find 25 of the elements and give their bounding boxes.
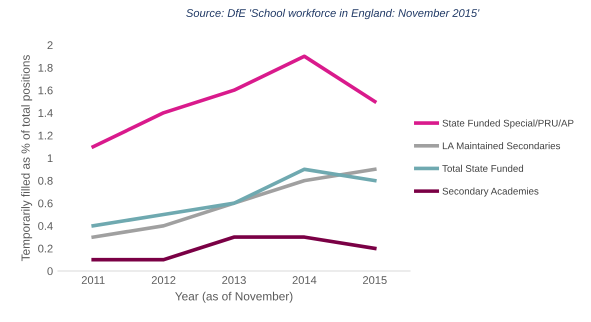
- x-tick-label: 2015: [363, 276, 387, 284]
- x-tick-label: 2011: [82, 276, 105, 284]
- line-series: [91, 54, 377, 149]
- legend-label: Secondary Academies: [442, 187, 538, 197]
- y-tick-label: 1.8: [38, 64, 53, 72]
- y-tick-label: 0: [47, 267, 53, 276]
- legend-label: State Funded Special/PRU/AP: [442, 119, 574, 129]
- y-tick-label: 2: [48, 41, 53, 50]
- chart-title: Source: DfE 'School workforce in England: November 2015': [186, 8, 480, 20]
- y-tick-label: 1.4: [38, 109, 53, 117]
- y-tick-label: 0.8: [38, 176, 53, 185]
- legend-label: Total State Funded: [442, 164, 524, 172]
- y-tick-label: 0.4: [38, 222, 53, 230]
- x-axis-title: Year (as of November): [175, 292, 292, 303]
- line-series: [91, 167, 377, 228]
- x-tick-label: 2012: [152, 276, 176, 284]
- y-tick-label: 0.2: [38, 244, 53, 253]
- y-tick-label: 1.6: [38, 86, 53, 94]
- y-tick-label: 1.2: [38, 132, 53, 140]
- y-tick-label: 0.6: [38, 199, 53, 208]
- x-tick-label: 2013: [222, 276, 246, 284]
- y-axis-title: Temporarily filled as % of total positions: [21, 55, 32, 262]
- x-tick-label: 2014: [292, 276, 316, 284]
- y-tick-label: 1: [48, 154, 53, 162]
- legend-label: LA Maintained Secondaries: [442, 142, 560, 150]
